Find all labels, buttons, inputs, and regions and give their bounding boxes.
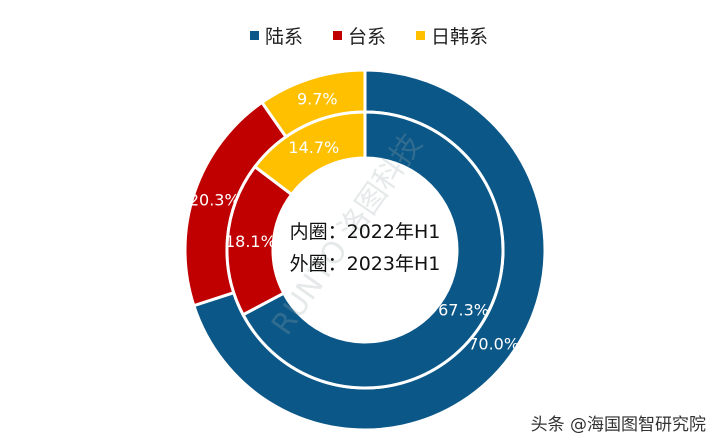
footer-credit: 头条 @海国图智研究院	[530, 415, 706, 435]
legend-swatch	[250, 31, 259, 40]
outer-ring-label: 70.0%	[468, 334, 519, 353]
legend-label: 台系	[348, 26, 387, 48]
inner-ring-label: 14.7%	[288, 138, 339, 157]
inner-ring-label: 18.1%	[225, 232, 276, 251]
legend-item: 日韩系	[416, 22, 488, 49]
legend-label: 日韩系	[431, 26, 489, 48]
inner-ring-slice	[241, 110, 505, 390]
legend-swatch	[416, 31, 426, 40]
center-text: 外圈：2023年H1	[290, 253, 441, 275]
legend: 陆系 台系 日韩系	[250, 22, 488, 49]
outer-ring-label: 9.7%	[297, 89, 338, 108]
inner-ring-label: 67.3%	[438, 300, 489, 319]
legend-item: 陆系	[250, 22, 303, 49]
legend-swatch	[333, 31, 343, 40]
inner-ring-slice	[252, 110, 367, 197]
legend-item: 台系	[333, 22, 386, 49]
center-text: 内圈：2022年H1	[290, 221, 441, 243]
legend-label: 陆系	[265, 26, 304, 48]
outer-ring-label: 20.3%	[189, 190, 240, 209]
